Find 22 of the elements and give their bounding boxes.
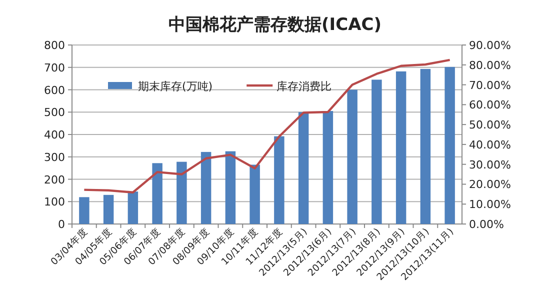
y2tick: 90.00%	[469, 39, 511, 52]
y2tick: 50.00%	[469, 118, 511, 132]
y2tick: 0.00%	[469, 218, 504, 231]
y2tick: 10.00%	[469, 198, 511, 212]
y2tick: 70.00%	[469, 78, 511, 92]
ytick: 300	[44, 150, 65, 164]
legend: 期末库存(万吨)	[138, 80, 213, 93]
legend: 库存消费比	[276, 80, 332, 93]
ytick: 200	[44, 173, 65, 186]
ytick: 400	[44, 128, 65, 142]
y2tick: 60.00%	[469, 98, 511, 112]
ytick: 600	[44, 84, 65, 97]
title: 中国棉花产需存数据(ICAC)	[168, 15, 382, 35]
y2tick: 20.00%	[469, 178, 511, 192]
y2tick: 30.00%	[469, 158, 511, 172]
ytick: 0	[58, 218, 65, 231]
ytick: 100	[44, 196, 65, 209]
ytick: 700	[44, 61, 65, 74]
ytick: 500	[44, 106, 65, 120]
ytick: 800	[44, 39, 65, 52]
y2tick: 40.00%	[469, 138, 511, 152]
y2tick: 80.00%	[469, 58, 511, 72]
